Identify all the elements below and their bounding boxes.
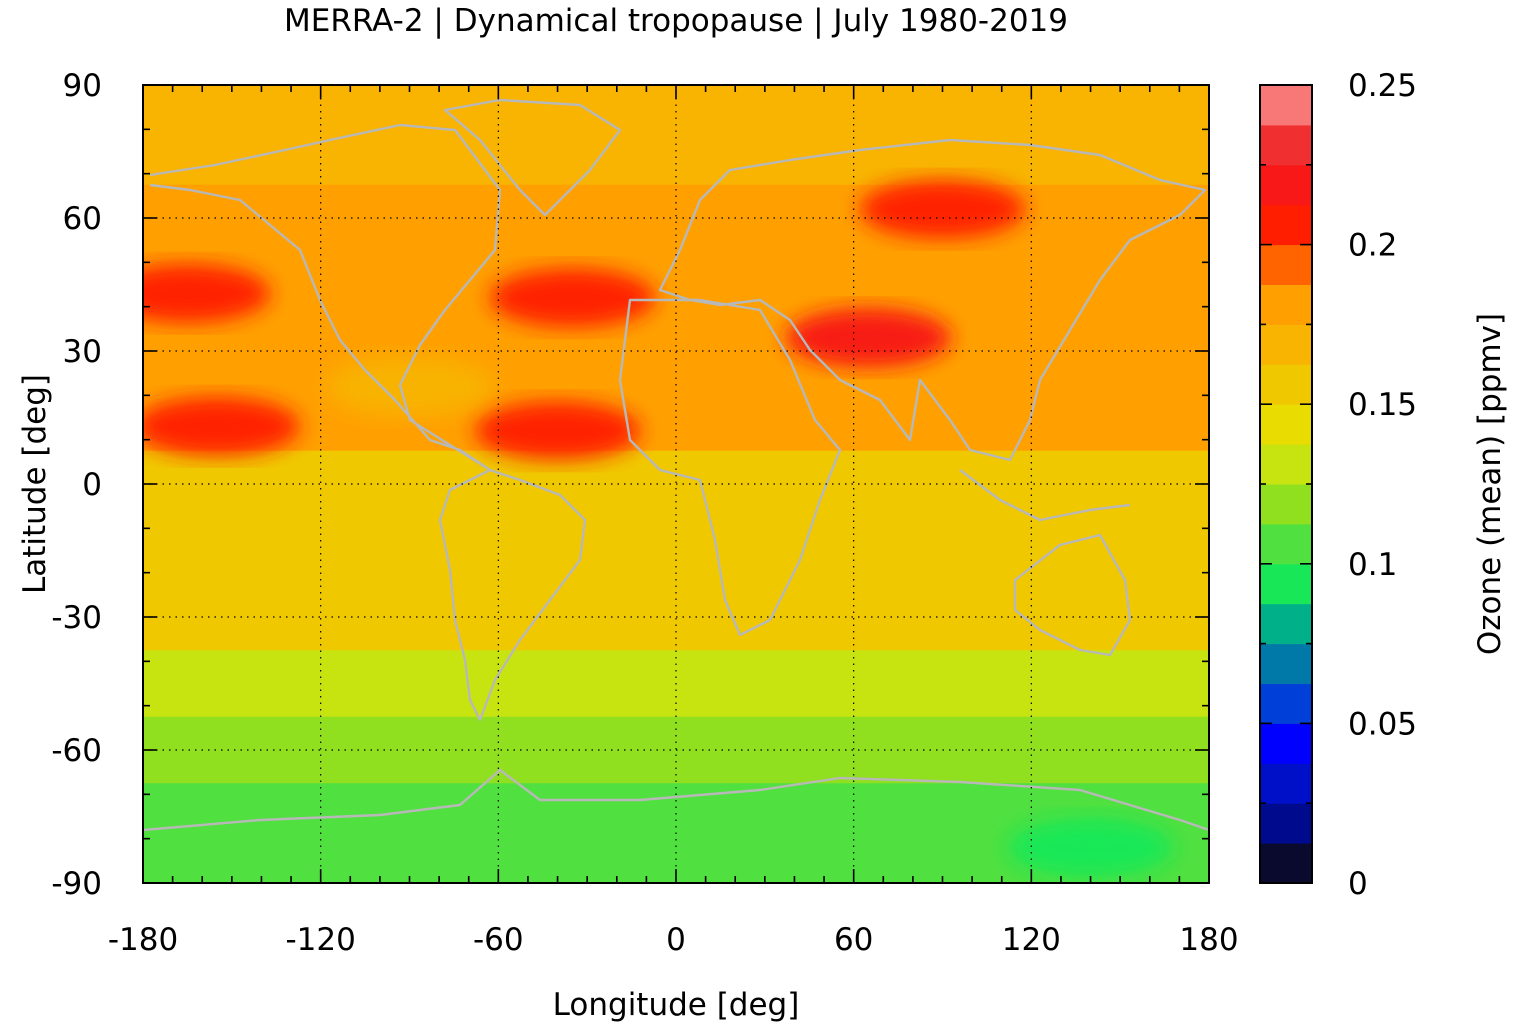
coastline-north-america: [149, 123, 502, 472]
colorbar-swatch: [1260, 284, 1312, 325]
colorbar-swatch: [1260, 204, 1312, 246]
colorbar-swatch: [1260, 164, 1312, 206]
y-tick-label: 60: [63, 201, 102, 237]
colorbar-swatch: [1260, 484, 1312, 525]
chart-title: MERRA-2 | Dynamical tropopause | July 19…: [284, 3, 1068, 39]
colorbar-tick-label: 0.05: [1348, 706, 1417, 742]
y-tick-label: 30: [63, 334, 102, 370]
y-tick-label: -90: [51, 866, 102, 902]
y-tick-label: 90: [63, 68, 102, 104]
coastline-south-america: [438, 468, 587, 722]
colorbar-swatch: [1260, 603, 1312, 645]
ozone-feature: [1007, 817, 1174, 878]
x-tick-label: -120: [285, 922, 355, 958]
latitude-band: [143, 118, 1209, 186]
coastlines: [143, 98, 1209, 832]
colorbar-swatch: [1260, 444, 1312, 485]
coastline-antarctica: [143, 768, 1209, 832]
x-tick-label: -60: [473, 922, 524, 958]
y-tick-label: 0: [82, 467, 102, 503]
colorbar-swatch: [1260, 563, 1312, 605]
ozone-feature: [474, 401, 641, 461]
colorbar-label: Ozone (mean) [ppmv]: [1472, 313, 1508, 655]
coastline-greenland: [443, 98, 622, 217]
x-tick-label: 180: [1179, 922, 1238, 958]
colorbar-swatch: [1260, 763, 1312, 804]
colorbar-swatch: [1260, 643, 1312, 684]
ozone-feature: [859, 179, 1026, 239]
colorbar-tick-label: 0.15: [1348, 387, 1417, 423]
x-tick-label: 60: [834, 922, 873, 958]
colorbar-swatch: [1260, 324, 1312, 365]
y-axis-label: Latitude [deg]: [17, 374, 53, 594]
y-tick-label: -30: [51, 600, 102, 636]
y-tick-labels: 90 60 30 0 -30 -60 -90: [51, 68, 102, 902]
colorbar-tick-label: 0.2: [1348, 228, 1397, 264]
axis-ticks: [142, 84, 1210, 884]
x-tick-label: 120: [1002, 922, 1061, 958]
colorbar-tick-label: 0.1: [1348, 547, 1397, 583]
colorbar-swatch: [1260, 843, 1312, 884]
coastline-indonesia: [959, 469, 1131, 522]
colorbar-swatch: [1260, 244, 1312, 285]
coastline-africa: [618, 298, 842, 637]
x-tick-labels: -180 -120 -60 0 60 120 180: [108, 922, 1239, 958]
y-tick-label: -60: [51, 733, 102, 769]
colorbar-swatch: [1260, 723, 1312, 764]
colorbar-swatch: [1260, 364, 1312, 405]
x-tick-label: 0: [666, 922, 686, 958]
colorbar-swatch: [1260, 404, 1312, 445]
colorbar-tick-label: 0.25: [1348, 68, 1417, 104]
ozone-feature: [143, 396, 300, 456]
ozone-feature: [785, 308, 952, 368]
x-tick-label: -180: [108, 922, 178, 958]
plot-area: [142, 84, 1210, 884]
coastline-eurasia: [658, 138, 1207, 462]
ozone-feature: [143, 263, 271, 323]
colorbar-swatch: [1260, 683, 1312, 724]
x-axis-label: Longitude [deg]: [553, 987, 800, 1023]
coastline-australia: [1013, 533, 1132, 657]
ozone-feature: [489, 268, 656, 328]
grid: [143, 85, 1209, 883]
colorbar-swatch: [1260, 523, 1312, 565]
colorbar-tick-label: 0: [1348, 866, 1368, 902]
colorbar-swatch: [1260, 803, 1312, 844]
colorbar-swatch: [1260, 124, 1312, 166]
colorbar-swatch: [1260, 85, 1312, 126]
colorbar: 0 0.05 0.1 0.15 0.2 0.25 Ozone (mean) [ppmv]: [1259, 68, 1508, 902]
